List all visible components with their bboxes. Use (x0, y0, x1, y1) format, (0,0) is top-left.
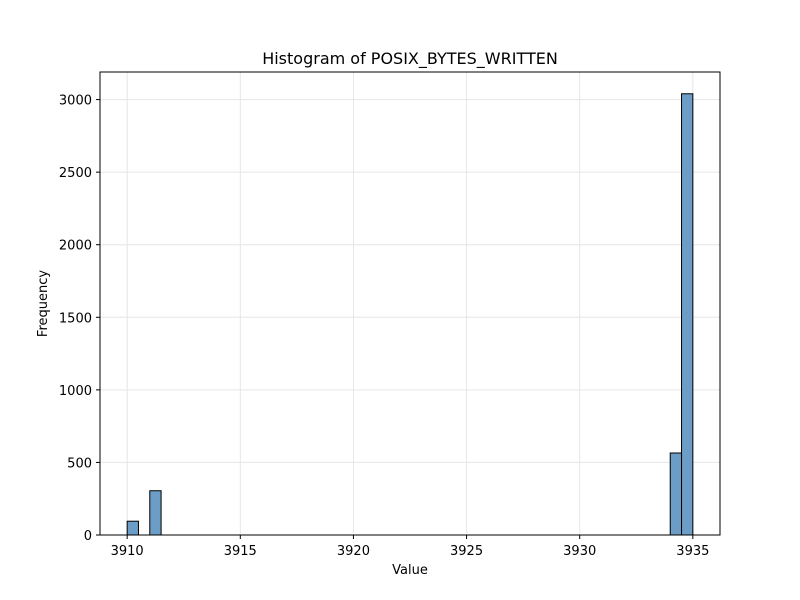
x-axis-ticks: 3910 3915 3920 3925 3930 3935 (111, 535, 709, 559)
grid-lines (100, 72, 720, 536)
x-tick-label: 3930 (563, 544, 596, 559)
x-axis-label: Value (392, 563, 428, 578)
y-tick-label: 3000 (59, 94, 92, 109)
y-tick-label: 1500 (59, 311, 92, 326)
y-tick-label: 2000 (59, 239, 92, 254)
y-tick-label: 0 (84, 529, 92, 544)
histogram-bar (126, 520, 139, 536)
y-tick-label: 500 (67, 456, 92, 471)
x-tick-label: 3915 (224, 544, 257, 559)
y-axis-ticks: 0 500 1000 1500 2000 2500 3000 (59, 94, 100, 544)
y-tick-label: 2500 (59, 166, 92, 181)
histogram-bar (669, 452, 683, 536)
y-tick-label: 1000 (59, 384, 92, 399)
histogram-bar (681, 93, 694, 536)
x-tick-label: 3935 (676, 544, 709, 559)
x-tick-label: 3925 (450, 544, 483, 559)
y-axis-label: Frequency (36, 270, 51, 337)
chart-title: Histogram of POSIX_BYTES_WRITTEN (262, 49, 558, 69)
histogram-bar (149, 490, 162, 536)
x-tick-label: 3910 (111, 544, 144, 559)
histogram-bars (126, 93, 694, 536)
plot-area-frame (99, 71, 721, 536)
x-tick-label: 3920 (337, 544, 370, 559)
